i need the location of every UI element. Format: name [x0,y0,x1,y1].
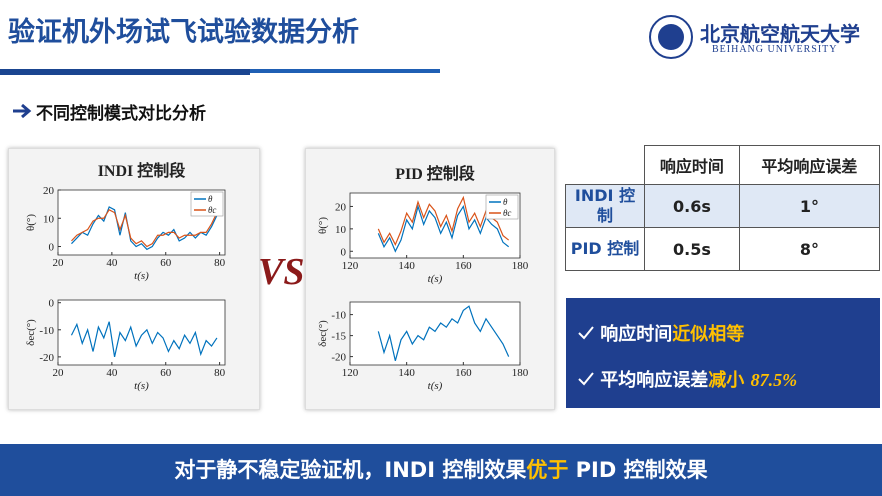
slide-title: 验证机外场试飞试验数据分析 [8,17,359,48]
x-tick-label: 80 [214,257,226,269]
x-tick-label: 60 [160,367,172,379]
y-axis-label: θ(°) [317,217,329,234]
x-tick-label: 40 [106,367,118,379]
y-tick-label: -20 [39,352,54,364]
y-tick-label: 20 [335,201,347,213]
x-tick-label: 80 [214,367,226,379]
row-header: INDI 控制 [565,184,645,228]
x-tick-label: 60 [160,257,172,269]
plot-area [349,301,521,366]
legend [485,194,519,220]
bullet-number: 87.5% [750,370,798,390]
x-tick-label: 120 [342,260,359,272]
plot-area [349,192,521,259]
table-cell: 1° [738,184,881,228]
x-tick-label: 180 [512,260,529,272]
footer-text: PID 控制效果 [568,458,708,482]
y-tick-label: -10 [39,325,54,337]
y-tick-label: -20 [331,352,346,364]
x-tick-label: 160 [455,260,472,272]
bullet-text: 平均响应误差 [600,370,709,391]
y-axis-label: δec(°) [25,319,37,346]
x-axis-label: t(s) [134,380,149,392]
logo-emblem [649,15,693,59]
x-tick-label: 160 [455,367,472,379]
y-tick-label: 10 [335,224,347,236]
comparison-table: 响应时间 平均响应误差 INDI 控制 0.6s 1° PID 控制 0.5s 8° [565,145,881,271]
series-line [71,208,218,248]
y-tick-label: -10 [331,310,346,322]
table-header: 平均响应误差 [738,145,881,185]
series-line [70,321,218,358]
y-tick-label: 0 [49,242,55,254]
bullet-text: 响应时间 [600,324,673,345]
conclusion-box: 响应时间近似相等 平均响应误差减小 87.5% [566,298,880,408]
x-axis-label: t(s) [428,273,443,285]
section-title: 不同控制模式对比分析 [36,104,206,124]
x-tick-label: 120 [342,367,359,379]
x-axis-label: t(s) [134,270,149,282]
y-tick-label: 20 [43,185,55,197]
logo-name-en: BEIHANG UNIVERSITY [712,44,838,55]
plot-area [57,299,226,366]
y-axis-label: θ(°) [25,214,37,231]
series-line [377,305,510,361]
bullet-highlight: 近似相等 [672,324,745,345]
footer-highlight: 优于 [526,458,569,482]
chart-title: INDI 控制段 [98,161,187,180]
chart-title: PID 控制段 [395,164,476,183]
legend-label: θ [503,197,508,207]
x-tick-label: 20 [53,367,65,379]
vs-label: VS [258,251,305,293]
legend-label: θ [208,194,213,204]
corner [565,145,645,185]
footer-text: 对于静不稳定验证机，INDI 控制效果 [174,458,527,482]
bullet: 平均响应误差减小 87.5% [578,366,797,392]
x-tick-label: 180 [512,367,529,379]
check-icon [578,326,594,340]
x-tick-label: 140 [398,367,415,379]
y-axis-label: δec(°) [317,320,329,347]
footer-banner: 对于静不稳定验证机，INDI 控制效果优于 PID 控制效果 [0,444,882,496]
x-tick-label: 40 [106,257,118,269]
bullet: 响应时间近似相等 [578,320,744,346]
legend [190,191,224,217]
chart-panel [305,148,555,410]
y-tick-label: -15 [331,331,346,343]
y-tick-label: 10 [43,213,55,225]
bullet-highlight: 减小 [708,370,745,391]
x-tick-label: 20 [53,257,65,269]
check-icon [578,372,594,386]
table-cell: 0.6s [644,184,740,228]
table-cell: 8° [738,227,881,271]
arrow-icon [13,103,32,119]
y-tick-label: 0 [341,246,347,258]
table-header: 响应时间 [644,145,740,185]
table-cell: 0.5s [644,227,740,271]
logo-name: 北京航空航天大学 [700,22,860,46]
y-tick-label: 0 [49,298,55,310]
x-tick-label: 140 [398,260,415,272]
row-header: PID 控制 [565,227,645,271]
legend-label: θc [503,208,511,218]
x-axis-label: t(s) [428,380,443,392]
title-underline [0,69,250,75]
legend-label: θc [208,205,216,215]
